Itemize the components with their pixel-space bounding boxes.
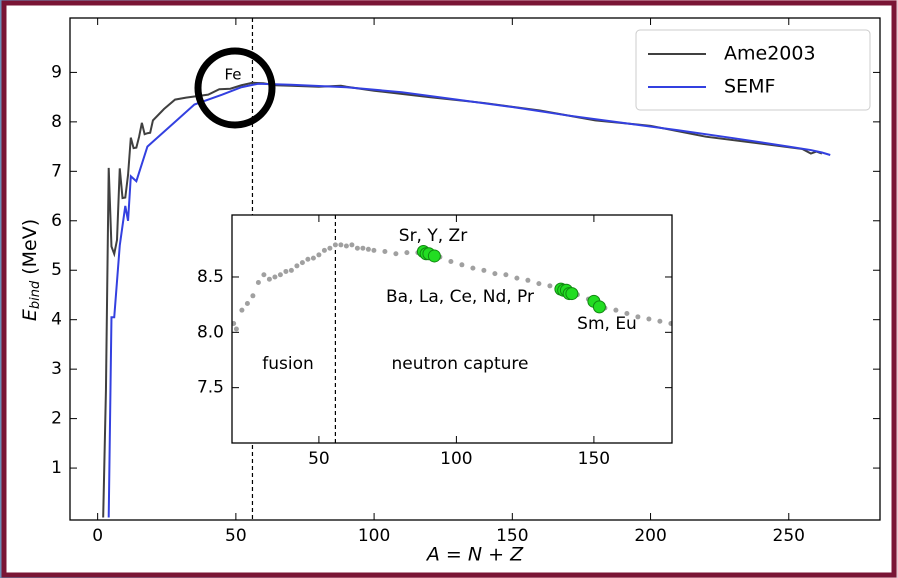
y-tick-label: 7 [51, 161, 62, 181]
x-tick-label: 250 [773, 526, 805, 546]
point [481, 267, 487, 273]
y-tick-label: 5 [51, 260, 62, 280]
x-tick-label: 0 [92, 526, 103, 546]
point [332, 242, 338, 248]
annotation: Fe [224, 66, 241, 84]
annotation: Sm, Eu [577, 314, 637, 334]
point [305, 256, 311, 262]
y-tick-label: 8.0 [197, 322, 224, 342]
y-label-symbol: E [19, 309, 41, 321]
annotation: fusion [262, 354, 314, 374]
point [321, 247, 327, 253]
point [635, 314, 641, 320]
plot-group [232, 242, 672, 332]
x-tick-label: 150 [578, 449, 610, 469]
x-tick-label: 50 [308, 449, 330, 469]
point [470, 265, 476, 271]
axes-frame [231, 214, 673, 444]
annotation: Ba, La, Ce, Nd, Pr [386, 287, 534, 307]
legend-box [635, 29, 871, 111]
point [382, 249, 388, 255]
point [360, 245, 366, 251]
y-tick-label: 3 [51, 359, 62, 379]
point [283, 268, 289, 274]
point [592, 300, 606, 314]
point [255, 280, 261, 286]
point [288, 267, 294, 273]
point [233, 326, 239, 332]
y-tick-label: 8.5 [197, 267, 224, 287]
point [310, 255, 316, 261]
point [232, 320, 237, 326]
point [338, 242, 344, 248]
point [244, 301, 250, 307]
highlight-circle [194, 47, 276, 129]
axes-frame [69, 17, 881, 521]
point [239, 307, 245, 313]
point [266, 276, 272, 282]
point [536, 281, 542, 287]
x-axis-label: A = N + Z [425, 544, 524, 566]
point [668, 320, 672, 326]
y-label-unit: (MeV) [19, 219, 41, 275]
y-axis-label: Ebind (MeV) [19, 219, 43, 321]
x-tick-label: 200 [634, 526, 666, 546]
point [613, 307, 619, 313]
x-tick-label: 150 [496, 526, 528, 546]
point [565, 287, 579, 301]
point [349, 242, 355, 248]
point [646, 316, 652, 322]
y-tick-label: 6 [51, 211, 62, 231]
point [624, 311, 630, 317]
point [277, 272, 283, 278]
annotation: Sr, Y, Zr [399, 226, 467, 246]
point [294, 263, 300, 269]
point [448, 258, 454, 264]
point [343, 243, 349, 249]
point [492, 271, 498, 277]
point [459, 262, 465, 268]
point [657, 318, 663, 324]
point [261, 272, 267, 278]
y-tick-label: 4 [51, 310, 62, 330]
plot-group [102, 81, 831, 518]
point [354, 245, 360, 251]
y-label-subscript: bind [28, 280, 43, 309]
y-tick-label: 9 [51, 62, 62, 82]
y-tick-label: 1 [51, 458, 62, 478]
point [316, 252, 322, 258]
point [514, 275, 520, 281]
point [365, 246, 371, 252]
legend-label: SEMF [724, 76, 775, 98]
point [427, 249, 441, 263]
x-tick-label: 100 [440, 449, 472, 469]
legend-label: Ame2003 [724, 43, 816, 65]
line [107, 82, 831, 518]
point [299, 260, 305, 266]
point [327, 245, 333, 251]
point [272, 274, 278, 280]
y-tick-label: 7.5 [197, 378, 224, 398]
x-tick-label: 50 [225, 526, 247, 546]
point [525, 277, 531, 283]
point [503, 272, 509, 278]
point [393, 251, 399, 257]
plot-area [232, 215, 672, 443]
x-tick-label: 100 [358, 526, 390, 546]
y-tick-label: 8 [51, 112, 62, 132]
point [250, 293, 256, 299]
point [404, 250, 410, 256]
annotation: neutron capture [392, 354, 529, 374]
point [547, 283, 553, 289]
point [371, 247, 377, 253]
y-tick-label: 2 [51, 409, 62, 429]
